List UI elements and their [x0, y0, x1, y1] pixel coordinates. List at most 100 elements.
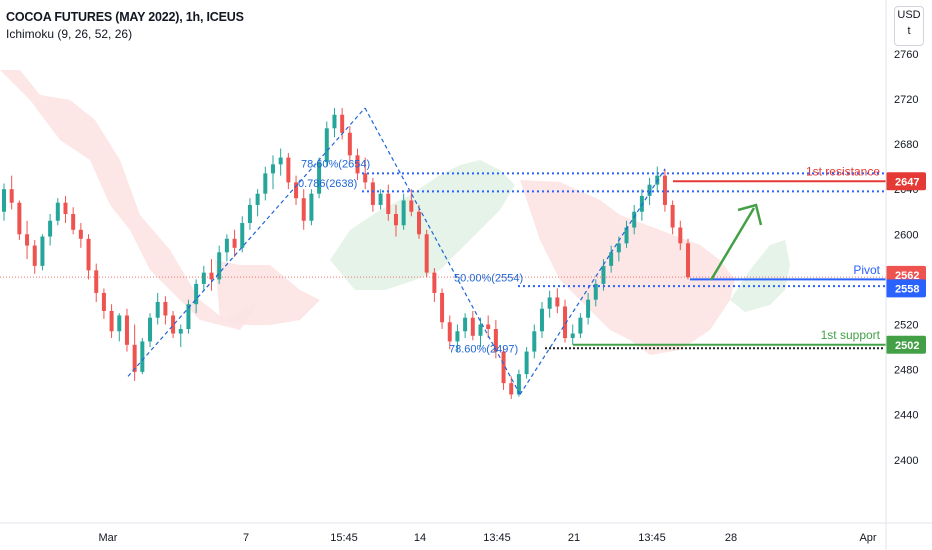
candle-body [686, 243, 690, 278]
candle-body [317, 162, 322, 194]
candle-body [609, 252, 614, 266]
candle-body [378, 193, 383, 205]
currency-button[interactable]: USD t [894, 6, 924, 46]
candle-body [263, 173, 268, 194]
candle-body [301, 198, 306, 221]
pivot-tag-label: 2558 [895, 283, 919, 295]
candle-body [539, 308, 544, 332]
candle-body [417, 211, 422, 235]
cloud-area [215, 260, 320, 325]
candle-body [217, 252, 222, 280]
candle-body [25, 234, 30, 246]
fib-label: 0.786(2638) [298, 178, 357, 190]
candle-body [117, 315, 122, 332]
candle-body [486, 324, 491, 330]
cloud-area [520, 180, 735, 355]
support-tag [886, 335, 926, 354]
price-tick: 2440 [894, 410, 918, 422]
ichimoku-cloud [0, 70, 790, 355]
candle-body [294, 182, 299, 199]
time-tick: 14 [414, 532, 426, 544]
candle-body [470, 317, 475, 336]
candle-body [178, 329, 183, 334]
indicator-label[interactable]: Ichimoku (9, 26, 52, 26) [6, 27, 133, 41]
fib-label: 78.60%(2497) [449, 344, 518, 356]
candle-body [201, 272, 206, 284]
candle-body [370, 182, 375, 205]
candle-body [662, 175, 667, 205]
overlays: 78.60%(2654) 0.786(2638) 50.00%(2554) 78.60… [0, 107, 886, 395]
resistance-tag-label: 2647 [895, 176, 919, 188]
candle-body [132, 344, 137, 372]
price-tick: 2400 [894, 455, 918, 467]
candle-body [555, 297, 560, 307]
candle-body [509, 383, 514, 395]
candle-body [340, 114, 345, 133]
support-tag-label: 2502 [895, 340, 919, 352]
candle-body [2, 189, 6, 212]
candle-body [17, 202, 22, 235]
candle-body [670, 204, 675, 228]
candle-body [124, 315, 129, 345]
resistance-label: 1st resistance [806, 165, 880, 179]
candle-body [240, 223, 245, 248]
candle-body [363, 173, 368, 183]
fib-leg-3 [519, 168, 666, 395]
price-tick: 2520 [894, 320, 918, 332]
candle-body [109, 310, 114, 332]
candle-body [501, 351, 506, 384]
candle-body [563, 306, 568, 339]
candle-body [186, 304, 191, 330]
candles [2, 107, 690, 399]
candle-body [86, 238, 91, 271]
candle-body [40, 236, 45, 266]
candle-body [278, 157, 283, 165]
candle-body [432, 272, 437, 293]
up-arrow-head [737, 203, 763, 226]
price-axis[interactable]: 2400244024802520256026002640268027202760… [886, 0, 932, 550]
candle-body [209, 272, 214, 280]
currency-label: USD [897, 9, 921, 21]
chart-header: COCOA FUTURES (MAY 2022), 1h, ICEUS Ichi… [6, 9, 244, 43]
fib-leg-1 [127, 107, 366, 377]
candle-body [570, 333, 575, 339]
pivot-label: Pivot [853, 263, 880, 277]
cloud-area [330, 160, 515, 290]
cloud-area [730, 240, 790, 312]
fib-label: 78.60%(2654) [301, 159, 370, 171]
candle-body [148, 317, 153, 342]
candle-body [409, 200, 414, 212]
candle-body [586, 299, 591, 318]
candle-body [455, 331, 460, 342]
candle-body [324, 128, 329, 163]
candle-body [440, 292, 445, 323]
candle-body [493, 329, 498, 352]
candle-body [624, 227, 629, 244]
fib-leg-2 [364, 107, 521, 395]
candle-body [194, 283, 199, 305]
candle-body [401, 200, 406, 226]
price-tick: 2760 [894, 49, 918, 61]
candle-body [347, 132, 352, 156]
candle-body [247, 204, 252, 224]
candle-body [286, 157, 291, 183]
candle-body [516, 374, 521, 395]
time-tick: Apr [859, 532, 876, 544]
candle-body [355, 155, 360, 174]
candle-body [232, 238, 237, 248]
currency-sub-label: t [907, 25, 911, 37]
up-arrow [709, 207, 756, 281]
candle-body [678, 227, 683, 244]
candle-body [601, 265, 606, 284]
candle-body [386, 193, 391, 214]
candle-body [48, 220, 53, 237]
candle-body [224, 238, 229, 253]
resistance-tag [886, 172, 926, 191]
symbol-title[interactable]: COCOA FUTURES (MAY 2022), 1h, ICEUS [6, 10, 244, 24]
price-tick: 2480 [894, 365, 918, 377]
candle-body [270, 164, 275, 174]
cloud-area [0, 70, 260, 330]
candle-body [71, 213, 76, 230]
